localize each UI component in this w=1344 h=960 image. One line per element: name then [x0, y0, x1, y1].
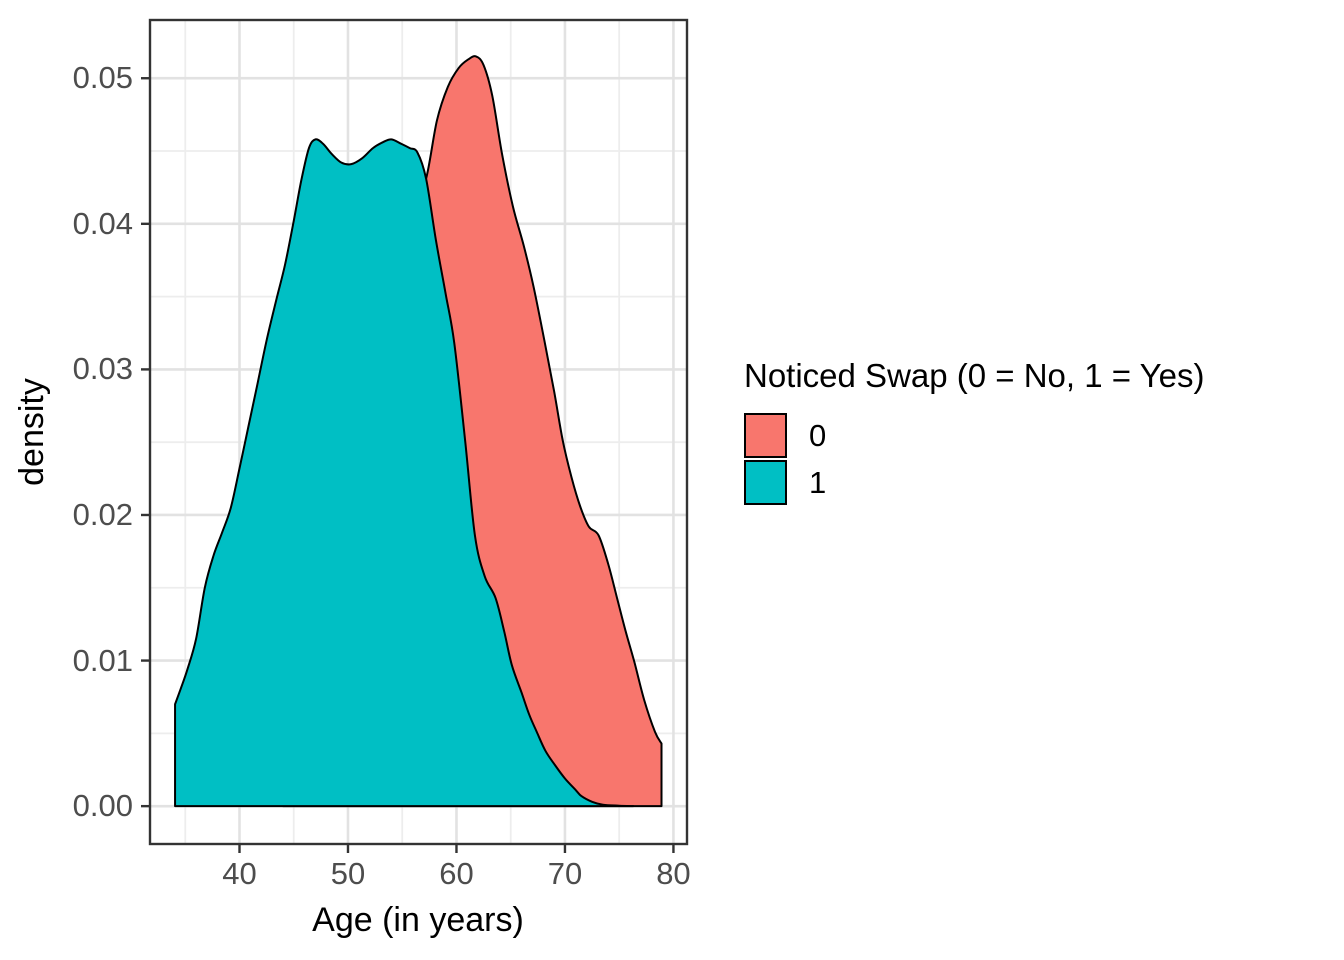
y-tick-label: 0.03	[72, 351, 133, 387]
y-axis-title: density	[13, 378, 51, 486]
x-tick-label: 70	[547, 856, 583, 891]
y-tick-label: 0.00	[72, 788, 133, 824]
y-tick-label: 0.05	[72, 60, 133, 96]
legend-item-1: 1	[744, 460, 1204, 505]
x-tick-label: 40	[222, 856, 257, 891]
y-tick-label: 0.01	[72, 642, 133, 678]
x-tick-label: 50	[330, 856, 366, 891]
x-tick-label: 80	[656, 856, 691, 891]
legend-label: 0	[809, 418, 827, 453]
legend-swatch-0	[744, 413, 787, 458]
y-tick-label: 0.04	[72, 205, 133, 241]
legend-title: Noticed Swap (0 = No, 1 = Yes)	[744, 357, 1205, 394]
legend-item-0: 0	[744, 413, 1204, 458]
y-tick-label: 0.02	[72, 496, 133, 532]
panel-border	[148, 18, 689, 846]
legend-label: 1	[809, 465, 827, 500]
legend-swatch-1	[744, 460, 787, 505]
density-area-1	[174, 138, 635, 808]
x-tick-label: 60	[439, 856, 474, 891]
x-axis-title: Age (in years)	[312, 901, 524, 939]
